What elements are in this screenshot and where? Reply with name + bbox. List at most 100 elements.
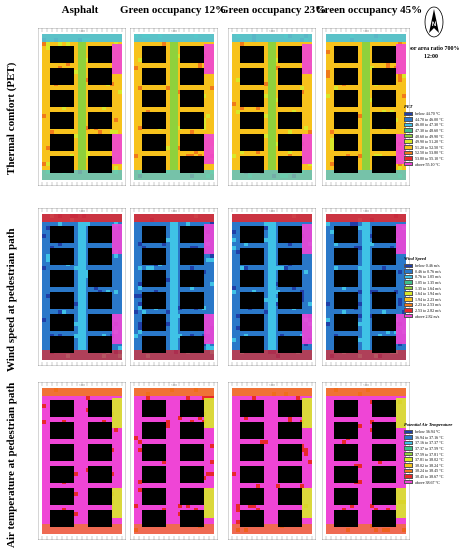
legend-item: 1.64 to 1.94 m/s — [404, 291, 462, 297]
legend-label: 37.16 to 37.37 °C — [415, 440, 444, 446]
legend-label: below 44.70 °C — [415, 111, 441, 117]
legend-label: below 0.46 m/s — [415, 263, 440, 269]
legend-label: 38.02 to 38.24 °C — [415, 462, 444, 468]
legend-swatch — [404, 468, 413, 474]
legend-item: 52.50 to 53.80 °C — [404, 150, 462, 156]
svg-text:x (m): x (m) — [171, 210, 177, 213]
field-map-panel: x (m) — [322, 208, 410, 366]
legend-item: above 55.10 °C — [404, 161, 462, 167]
legend-swatch — [404, 291, 413, 297]
svg-text:x (m): x (m) — [79, 384, 85, 387]
legend-wind-speed: Wind Speed below 0.46 m/s 0.46 to 0.76 m/s… — [404, 256, 462, 319]
legend-item: 2.53 to 2.82 m/s — [404, 308, 462, 314]
field-map-panel: x (m) — [38, 28, 126, 186]
legend-swatch — [404, 161, 413, 167]
legend-label: above 38.67 °C — [415, 479, 440, 485]
legend-item: 38.45 to 38.67 °C — [404, 474, 462, 480]
svg-text:x (m): x (m) — [269, 30, 275, 33]
legend-label: 36.94 to 37.16 °C — [415, 434, 444, 440]
legend-label: 0.46 to 0.76 m/s — [415, 268, 441, 274]
legend-swatch — [404, 128, 413, 133]
floor-area-ratio: Floor area ratio 700% — [402, 46, 460, 52]
legend-label: 53.80 to 55.10 °C — [415, 156, 444, 162]
legend-swatch — [404, 429, 413, 435]
legend-swatch — [404, 446, 413, 451]
column-title-green-23: Green occupancy 23% — [220, 4, 327, 16]
column-title-green-45: Green occupancy 45% — [316, 4, 423, 16]
legend-swatch — [404, 274, 413, 280]
legend-item: 46.00 to 47.30 °C — [404, 122, 462, 128]
svg-text:x (m): x (m) — [171, 30, 177, 33]
row-title-pet: Thermal comfort (PET) — [5, 62, 17, 175]
time-label: 12:00 — [424, 54, 438, 60]
legend-swatch — [404, 150, 413, 156]
legend-swatch — [404, 280, 413, 285]
legend-swatch — [404, 474, 413, 479]
legend-swatch — [404, 435, 413, 440]
legend-label: 0.76 to 1.05 m/s — [415, 274, 441, 280]
svg-text:x (m): x (m) — [269, 384, 275, 387]
legend-swatch — [404, 263, 413, 269]
legend-item: 1.05 to 1.35 m/s — [404, 280, 462, 286]
legend-swatch — [404, 313, 413, 319]
row-title-air-temp: Air temperature at pedestrian path — [5, 382, 17, 548]
legend-label: 38.45 to 38.67 °C — [415, 474, 444, 480]
legend-item: 36.94 to 37.16 °C — [404, 435, 462, 441]
legend-item: above 38.67 °C — [404, 479, 462, 485]
field-map-panel: x (m) — [38, 382, 126, 540]
field-map-panel: x (m) — [130, 382, 218, 540]
legend-swatch — [404, 297, 413, 302]
legend-label: 1.94 to 2.23 m/s — [415, 296, 441, 302]
legend-swatch — [404, 479, 413, 485]
field-map-panel: x (m) — [228, 208, 316, 366]
legend-label: 52.50 to 53.80 °C — [415, 150, 444, 156]
legend-item: 49.90 to 51.20 °C — [404, 139, 462, 145]
legend-item: 37.16 to 37.37 °C — [404, 440, 462, 446]
legend-label: above 2.82 m/s — [415, 313, 440, 319]
legend-label: 37.59 to 37.81 °C — [415, 451, 444, 457]
legend-item: 2.23 to 2.53 m/s — [404, 302, 462, 308]
field-map-panel: x (m) — [130, 208, 218, 366]
legend-label: 2.23 to 2.53 m/s — [415, 302, 441, 308]
legend-label: 49.90 to 51.20 °C — [415, 139, 444, 145]
field-map-panel: x (m) — [38, 208, 126, 366]
column-title-asphalt: Asphalt — [61, 4, 99, 16]
legend-title: PET — [404, 104, 413, 109]
legend-item: below 36.94 °C — [404, 429, 462, 435]
field-map-panel: x (m) — [130, 28, 218, 186]
legend-item: 38.24 to 38.45 °C — [404, 468, 462, 474]
legend-swatch — [404, 117, 413, 122]
svg-text:x (m): x (m) — [79, 210, 85, 213]
svg-text:x (m): x (m) — [79, 30, 85, 33]
legend-label: 1.35 to 1.64 m/s — [415, 285, 441, 291]
legend-air-temperature: Potential Air Temperature below 36.94 °C 3… — [404, 422, 462, 485]
legend-item: 37.59 to 37.81 °C — [404, 451, 462, 457]
field-map-panel: x (m) — [322, 382, 410, 540]
legend-item: 48.60 to 49.90 °C — [404, 133, 462, 139]
legend-swatch — [404, 139, 413, 145]
column-title-green-12: Green occupancy 12% — [120, 4, 227, 16]
legend-item: 37.81 to 38.02 °C — [404, 457, 462, 463]
field-map-panel: x (m) — [322, 28, 410, 186]
legend-swatch — [404, 145, 413, 150]
legend-swatch — [404, 269, 413, 274]
legend-item: 0.76 to 1.05 m/s — [404, 274, 462, 280]
svg-text:x (m): x (m) — [269, 210, 275, 213]
row-title-wind: Wind speed at pedestrian path — [5, 228, 17, 372]
legend-label: 47.30 to 48.60 °C — [415, 128, 444, 134]
legend-item: below 0.46 m/s — [404, 263, 462, 269]
legend-swatch — [404, 308, 413, 313]
legend-item: 37.37 to 37.59 °C — [404, 446, 462, 452]
far-info: Floor area ratio 700% 12:00 — [398, 45, 464, 61]
legend-label: 37.37 to 37.59 °C — [415, 446, 444, 452]
legend-swatch — [404, 463, 413, 468]
legend-item: below 44.70 °C — [404, 111, 462, 117]
legend-label: 46.00 to 47.30 °C — [415, 122, 444, 128]
legend-item: 38.02 to 38.24 °C — [404, 463, 462, 469]
legend-item: above 2.82 m/s — [404, 313, 462, 319]
legend-label: 1.05 to 1.35 m/s — [415, 280, 441, 286]
legend-label: 51.20 to 52.50 °C — [415, 144, 444, 150]
legend-swatch — [404, 111, 413, 117]
north-arrow-icon: N — [424, 6, 444, 38]
legend-swatch — [404, 457, 413, 463]
